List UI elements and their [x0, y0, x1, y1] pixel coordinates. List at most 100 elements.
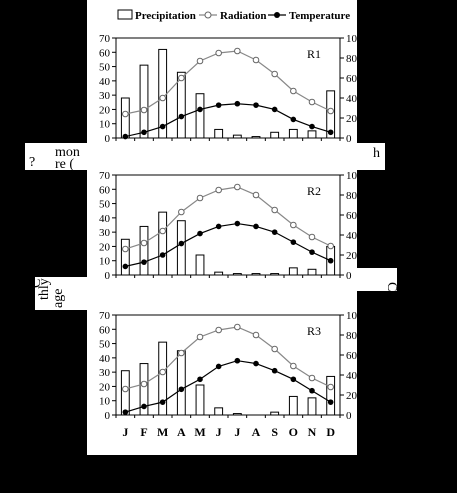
- precipitation-bar: [158, 211, 168, 276]
- temperature-point: [141, 259, 147, 265]
- left-axis-tick-label: 60: [99, 324, 111, 336]
- radiation-point: [196, 57, 204, 65]
- right-axis-tick-label: 60: [346, 350, 358, 362]
- month-label: D: [326, 425, 335, 439]
- left-axis-tick-label: 20: [99, 381, 111, 393]
- right-axis-tick-label: 0: [346, 133, 352, 145]
- radiation-point: [159, 227, 166, 235]
- temperature-point: [327, 257, 334, 264]
- precipitation-bar: [139, 64, 149, 139]
- precipitation-bar: [232, 134, 242, 139]
- month-label: O: [289, 425, 298, 439]
- radiation-point: [252, 191, 260, 199]
- left-fragment-age: age: [51, 289, 66, 308]
- temperature-point: [309, 387, 315, 394]
- radiation-point: [159, 368, 166, 376]
- month-label: A: [252, 425, 261, 439]
- radiation-point: [271, 70, 278, 78]
- left-axis-tick-label: 0: [105, 270, 111, 282]
- radiation-point: [178, 74, 185, 82]
- right-axis-tick-label: 100: [346, 33, 363, 45]
- precipitation-bar: [232, 413, 242, 416]
- radiation-point: [140, 106, 148, 114]
- legend-radiation-marker: [204, 11, 212, 19]
- radiation-point: [271, 206, 278, 214]
- panel-label: R1: [307, 47, 321, 61]
- radiation-point: [122, 385, 129, 393]
- radiation-point: [178, 208, 185, 216]
- left-axis-tick-label: 50: [99, 199, 111, 211]
- left-axis-tick-label: 20: [99, 241, 111, 253]
- radiation-point: [196, 333, 204, 341]
- temperature-point: [271, 106, 278, 113]
- precipitation-bar: [214, 128, 224, 139]
- left-axis-tick-label: 10: [99, 396, 111, 408]
- radiation-line: [125, 326, 331, 390]
- right-strip-top: [355, 143, 385, 170]
- precipitation-bar: [270, 131, 280, 139]
- temperature-point: [159, 252, 166, 258]
- left-axis-tick-label: 70: [99, 170, 111, 182]
- left-fragment-mon: mon: [55, 145, 80, 160]
- precipitation-bar: [120, 370, 130, 416]
- legend-precipitation-swatch: [117, 9, 133, 20]
- left-axis-tick-label: 30: [99, 90, 111, 102]
- temperature-point: [197, 106, 203, 113]
- temperature-point: [122, 409, 129, 415]
- radiation-point: [234, 183, 241, 191]
- chart-panel-r2: 0 10 20 30 40 50 60 70 0 20 40 60 80 100 R2: [99, 170, 363, 282]
- radiation-line: [125, 50, 331, 115]
- radiation-point: [196, 194, 204, 202]
- right-axis-tick-label: 40: [346, 370, 358, 382]
- precipitation-bar: [120, 97, 130, 139]
- right-fragment-paren: (: [395, 284, 410, 289]
- temperature-point: [122, 133, 129, 140]
- precipitation-bar: [214, 271, 224, 276]
- temperature-point: [327, 129, 334, 136]
- radiation-point: [234, 47, 241, 55]
- legend: Precipitation Radiation Temperature: [117, 9, 350, 22]
- precipitation-bar: [326, 375, 336, 416]
- right-strip-bottom: [355, 268, 397, 291]
- month-label: M: [157, 425, 168, 439]
- legend-precipitation-label: Precipitation: [135, 10, 196, 22]
- radiation-point: [122, 110, 129, 118]
- right-axis-tick-label: 80: [346, 190, 358, 202]
- month-label: J: [216, 425, 222, 439]
- temperature-point: [141, 403, 147, 410]
- precipitation-bar: [288, 267, 298, 276]
- temperature-point: [309, 249, 315, 255]
- temperature-point: [178, 386, 185, 393]
- precipitation-bar: [139, 363, 149, 416]
- temperature-point: [159, 123, 166, 130]
- legend-temperature-label: Temperature: [289, 10, 350, 22]
- precipitation-bar: [120, 238, 130, 276]
- radiation-point: [308, 98, 316, 106]
- left-fragment-re: re (: [55, 157, 74, 172]
- temperature-point: [178, 240, 185, 247]
- right-axis-tick-label: 0: [346, 410, 352, 422]
- temperature-point: [234, 100, 241, 107]
- radiation-point: [308, 374, 316, 382]
- temperature-point: [253, 223, 259, 230]
- left-strip-bottom: [35, 277, 89, 310]
- right-axis-tick-label: 80: [346, 330, 358, 342]
- precipitation-bar: [288, 128, 298, 139]
- right-axis-tick-label: 20: [346, 113, 358, 125]
- radiation-point: [327, 383, 334, 391]
- radiation-point: [327, 242, 334, 250]
- left-axis-tick-label: 40: [99, 76, 111, 88]
- radiation-point: [327, 107, 334, 115]
- right-axis-tick-label: 80: [346, 53, 358, 65]
- radiation-point: [178, 349, 185, 357]
- left-axis-tick-label: 10: [99, 119, 111, 131]
- temperature-line: [125, 222, 331, 268]
- chart-panel-r1: 0 10 20 30 40 50 60 70 0 20 40 60 80 100 R1: [99, 33, 363, 145]
- right-axis-tick-label: 60: [346, 210, 358, 222]
- precipitation-bar: [232, 273, 242, 276]
- temperature-point: [253, 102, 259, 108]
- left-axis-tick-label: 40: [99, 213, 111, 225]
- precipitation-bar: [195, 384, 205, 416]
- month-label: N: [308, 425, 317, 439]
